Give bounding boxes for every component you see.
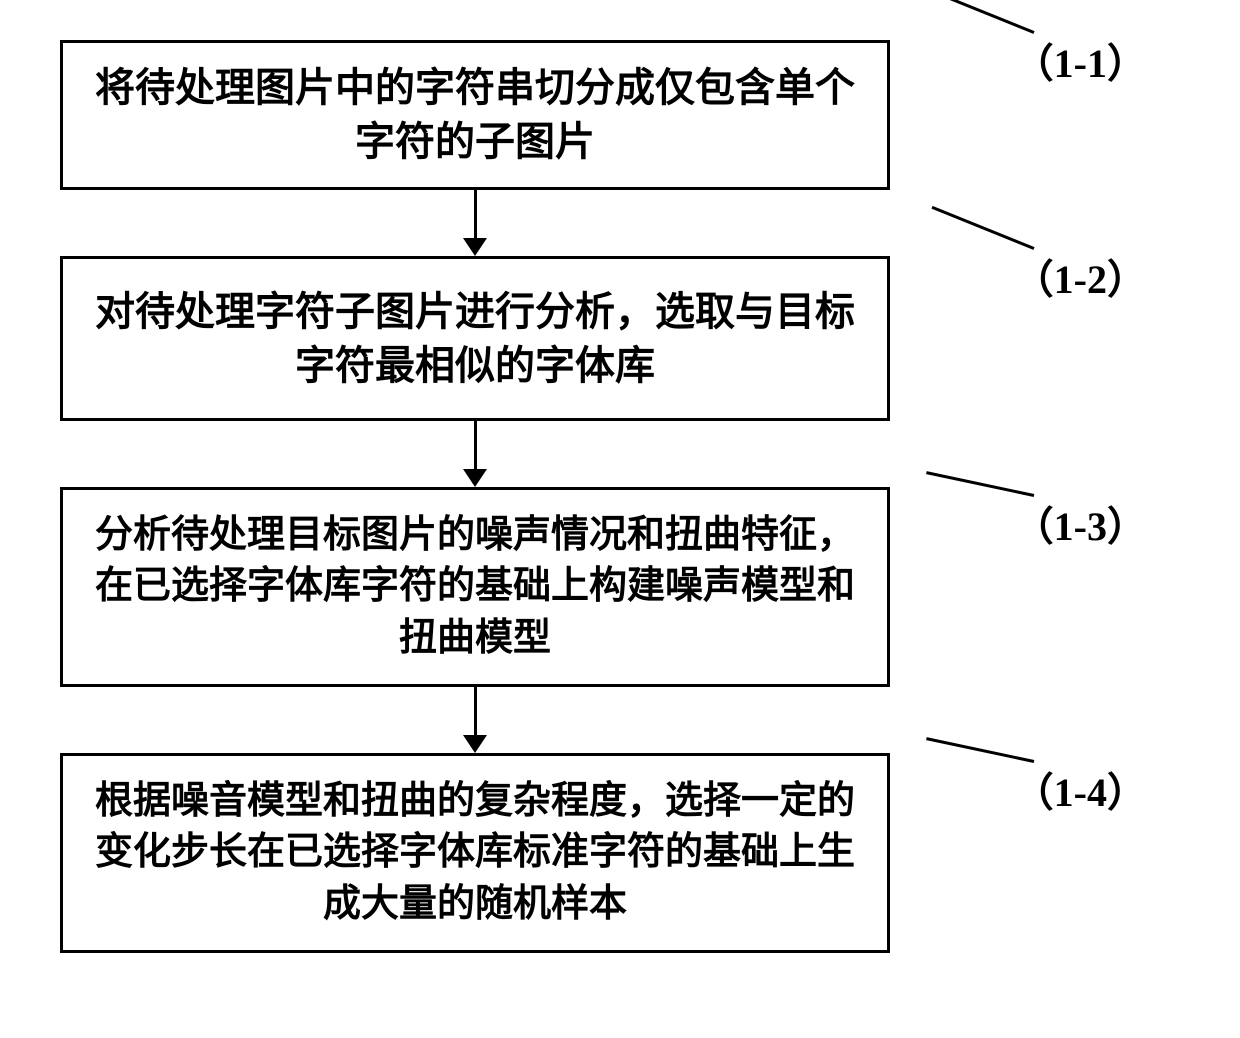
- flow-step-label-1: （1-1）: [1014, 37, 1147, 91]
- flow-step-text-2: 对待处理字符子图片进行分析，选取与目标字符最相似的字体库: [93, 285, 857, 393]
- flow-step-label-2: （1-2）: [1014, 253, 1147, 307]
- flow-step-label-3: （1-3）: [1014, 500, 1147, 554]
- flow-step-3: 分析待处理目标图片的噪声情况和扭曲特征，在已选择字体库字符的基础上构建噪声模型和…: [60, 487, 890, 687]
- flow-step-text-3: 分析待处理目标图片的噪声情况和扭曲特征，在已选择字体库字符的基础上构建噪声模型和…: [93, 510, 857, 664]
- flowchart-container: 将待处理图片中的字符串切分成仅包含单个字符的子图片（1-1）对待处理字符子图片进…: [60, 40, 1180, 953]
- arrow-head-icon: [463, 238, 487, 256]
- flow-arrow-2: [60, 421, 890, 487]
- flow-step-2: 对待处理字符子图片进行分析，选取与目标字符最相似的字体库（1-2）: [60, 256, 890, 421]
- flow-arrow-3: [60, 687, 890, 753]
- arrow-shaft-icon: [474, 190, 477, 238]
- connector-line-1: [931, 0, 1034, 34]
- flow-step-text-1: 将待处理图片中的字符串切分成仅包含单个字符的子图片: [93, 61, 857, 169]
- flow-arrow-1: [60, 190, 890, 256]
- flow-step-4: 根据噪音模型和扭曲的复杂程度，选择一定的变化步长在已选择字体库标准字符的基础上生…: [60, 753, 890, 953]
- flow-step-label-text-1: （1-1）: [1014, 41, 1147, 86]
- flow-step-label-4: （1-4）: [1014, 766, 1147, 820]
- flow-step-label-text-4: （1-4）: [1014, 770, 1147, 815]
- flow-step-text-4: 根据噪音模型和扭曲的复杂程度，选择一定的变化步长在已选择字体库标准字符的基础上生…: [93, 776, 857, 930]
- connector-line-4: [926, 737, 1034, 763]
- flow-step-label-text-2: （1-2）: [1014, 257, 1147, 302]
- arrow-shaft-icon: [474, 421, 477, 469]
- arrow-head-icon: [463, 735, 487, 753]
- flow-step-label-text-3: （1-3）: [1014, 504, 1147, 549]
- connector-line-2: [931, 206, 1034, 250]
- arrow-head-icon: [463, 469, 487, 487]
- arrow-shaft-icon: [474, 687, 477, 735]
- flow-step-1: 将待处理图片中的字符串切分成仅包含单个字符的子图片（1-1）: [60, 40, 890, 190]
- connector-line-3: [926, 471, 1034, 497]
